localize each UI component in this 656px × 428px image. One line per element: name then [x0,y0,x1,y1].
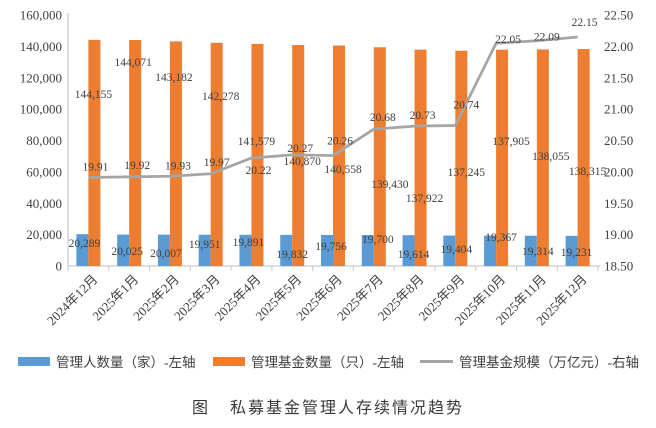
x-axis-category-label: 2024年12月 [44,272,101,329]
bar-managers [361,235,374,266]
right-axis-tick: 19.50 [604,196,633,211]
figure-caption-prefix: 图 [191,400,210,417]
right-axis-tick: 20.50 [604,133,633,148]
left-axis-tick: 120,000 [20,70,62,85]
right-axis-tick: 18.50 [604,259,633,274]
data-label-funds: 137,905 [492,136,530,148]
data-label-managers: 20,007 [150,248,182,260]
figure-caption: 图 私募基金管理人存续情况趋势 [0,394,656,418]
bar-funds [414,49,427,267]
data-label-scale: 22.09 [534,32,560,44]
data-label-scale: 20.74 [453,99,479,111]
data-label-managers: 20,025 [111,246,143,258]
data-label-funds: 142,278 [202,91,240,103]
bar-funds [496,49,509,266]
right-axis-tick: 21.00 [604,102,633,117]
data-label-funds: 144,071 [114,57,152,69]
data-label-managers: 19,700 [362,234,394,246]
bar-managers [157,234,170,266]
bar-funds [88,39,101,266]
figure-caption-title: 私募基金管理人存续情况趋势 [230,400,465,417]
data-label-scale: 19.93 [165,160,191,172]
left-axis-tick: 100,000 [20,102,62,117]
left-axis-tick: 20,000 [26,227,62,242]
bar-managers [198,234,211,266]
bar-funds [333,45,345,267]
bar-funds [577,49,590,267]
bar-managers [76,234,89,266]
data-label-managers: 19,756 [315,241,347,253]
right-axis-tick: 22.00 [604,39,633,54]
data-label-scale: 19.97 [204,157,230,169]
data-label-funds: 140,870 [284,156,322,168]
left-axis-tick: 140,000 [20,39,62,54]
data-label-managers: 19,614 [398,249,430,261]
data-label-managers: 19,231 [561,247,593,259]
legend-swatch-blue-icon [18,356,50,366]
legend-swatch-orange-icon [213,356,245,366]
data-label-managers: 19,891 [233,237,265,249]
combo-chart-canvas: 160,000 140,000 120,000 100,000 80,000 60,000… [20,8,634,329]
bar-managers [524,235,537,266]
bar-managers [402,235,415,266]
data-label-managers: 19,404 [440,244,472,256]
bar-managers [443,235,456,266]
legend-label-scale: 管理基金规模（万亿元）-右轴 [459,355,639,370]
data-label-funds: 143,182 [155,72,193,84]
bar-managers [239,234,252,266]
data-label-funds: 144,155 [75,89,113,101]
data-label-scale: 22.05 [495,34,521,46]
data-label-scale: 19.92 [124,160,150,172]
right-axis-tick: 19.00 [604,227,633,242]
chart-legend: 管理人数量（家）-左轴 管理基金数量（只）-左轴 管理基金规模（万亿元）-右轴 [0,350,656,372]
data-label-scale: 19.91 [82,162,108,174]
data-label-funds: 140,558 [324,164,362,176]
bar-funds [455,50,468,267]
bar-funds [210,42,223,266]
bar-managers [565,235,578,266]
data-label-scale: 20.27 [287,143,313,155]
right-axis-tick: 21.50 [604,70,633,85]
data-label-funds: 138,055 [532,151,570,163]
bar-managers [280,234,293,266]
left-axis-tick: 160,000 [20,8,62,23]
data-label-scale: 20.26 [327,136,353,148]
left-axis-tick: 80,000 [26,133,62,148]
legend-item-managers: 管理人数量（家）-左轴 [18,350,196,372]
data-label-scale: 20.73 [410,110,436,122]
line-scale [88,35,578,179]
right-axis-tick: 22.50 [604,8,633,23]
legend-label-funds: 管理基金数量（只）-左轴 [251,355,404,370]
legend-item-funds: 管理基金数量（只）-左轴 [213,350,404,372]
bar-managers [117,234,130,266]
right-axis-tick: 20.00 [604,164,633,179]
data-label-scale: 20.68 [370,112,396,124]
legend-label-managers: 管理人数量（家）-左轴 [56,355,196,370]
data-label-funds: 139,430 [371,179,409,191]
data-label-managers: 19,832 [276,249,308,261]
data-label-managers: 20,289 [69,238,101,250]
bar-managers [484,235,497,266]
data-label-scale: 22.15 [572,17,598,29]
data-label-managers: 19,951 [189,239,221,251]
data-label-managers: 19,314 [522,246,554,258]
left-axis-tick: 40,000 [26,196,62,211]
left-axis-tick: 0 [56,259,63,274]
data-label-funds: 137,245 [448,167,486,179]
bar-funds [169,41,182,266]
data-label-scale: 20.22 [246,165,272,177]
bar-managers [321,235,333,266]
legend-item-scale: 管理基金规模（万亿元）-右轴 [420,350,639,372]
data-label-managers: 19,367 [485,232,517,244]
bar-funds [536,49,549,266]
left-axis-tick: 60,000 [26,164,62,179]
bar-funds [373,47,386,266]
legend-swatch-gray-line-icon [420,359,453,363]
bar-funds [129,39,142,266]
data-label-funds: 141,579 [238,136,276,148]
data-label-funds: 138,315 [569,166,607,178]
bar-funds [251,43,264,266]
data-label-funds: 137,922 [406,193,444,205]
